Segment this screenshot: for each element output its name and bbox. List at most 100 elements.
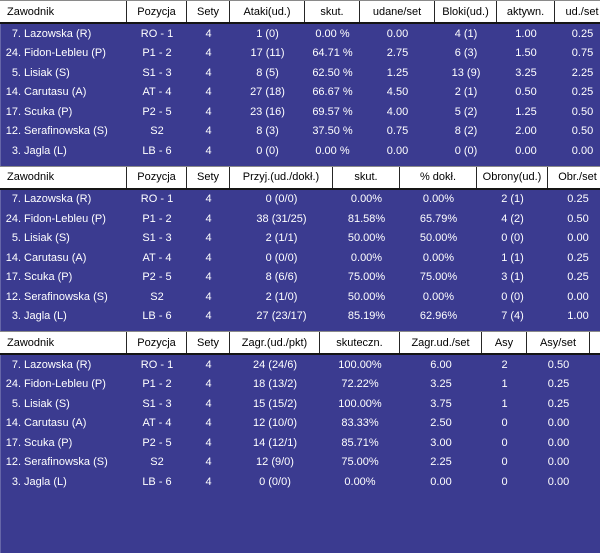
player-number: 24. — [5, 212, 21, 225]
stat-cell-sety: 4 — [205, 144, 212, 157]
stat-cell-skuteczn: 85.71% — [341, 436, 379, 449]
stat-cell-ud-set: 0.75 — [571, 47, 594, 60]
stat-cell-udane-set: 4.00 — [386, 105, 409, 118]
table-row: 24. Fidon-Lebleu (P) P1 - 2 4 38 (31/25) 81.5… — [0, 209, 600, 229]
player-number: 5. — [11, 397, 21, 410]
stat-cell-pozycja: S1 - 3 — [142, 397, 172, 410]
player-cell: 24. Fidon-Lebleu (P) — [0, 47, 127, 59]
player-number: 17. — [5, 436, 21, 449]
player-cell: 7. Lazowska (R) — [0, 28, 127, 40]
player-number: 14. — [5, 417, 21, 430]
stat-cell-asy: 1 — [501, 397, 508, 410]
stat-cell-aktywn: 1.50 — [515, 47, 537, 60]
stat-cell-ud-set: 0.00 — [571, 144, 594, 157]
stat-cell-sety: 4 — [205, 290, 212, 303]
player-cell: 7. Lazowska (R) — [0, 359, 127, 371]
column-header-pozycja: Pozycja — [127, 332, 187, 353]
table-row: 7. Lazowska (R) RO - 1 4 1 (0) 0.00 % 0.00 4 (1… — [0, 24, 600, 44]
table-body: 7. Lazowska (R) RO - 1 4 0 (0/0) 0.00% 0.00% 2 … — [0, 190, 600, 327]
table-row: 14. Carutasu (A) AT - 4 4 0 (0/0) 0.00% 0.00% 1… — [0, 248, 600, 268]
stat-cell-pozycja: AT - 4 — [142, 251, 172, 264]
stat-cell-obr-set: 0.25 — [567, 251, 589, 264]
stat-cell-zagr-ud-pkt: 24 (24/6) — [252, 358, 298, 371]
stat-cell-sety: 4 — [205, 358, 212, 371]
player-name: Fidon-Lebleu (P) — [24, 378, 106, 391]
stat-cell-pozycja: P2 - 5 — [142, 436, 172, 449]
stat-cell-sety: 4 — [205, 397, 212, 410]
stat-cell-bloki-ud: 0 (0) — [454, 144, 478, 157]
stat-cell-pozycja: S2 — [150, 456, 164, 469]
stat-cell-dok: 62.96% — [419, 310, 458, 323]
stat-cell-sety: 4 — [205, 251, 212, 264]
player-name: Lazowska (R) — [24, 193, 92, 206]
stat-cell-zagr-ud-set: 2.25 — [430, 456, 452, 469]
stat-cell-zagr-ud-set: 3.00 — [430, 436, 452, 449]
stat-cell-skut: 64.71 % — [312, 47, 353, 60]
stat-cell-pozycja: RO - 1 — [140, 27, 174, 40]
stat-cell-obr-set: 0.50 — [567, 212, 589, 225]
player-cell: 14. Carutasu (A) — [0, 86, 127, 98]
stat-cell-obrony-ud: 2 (1) — [501, 193, 524, 206]
player-cell: 5. Lisiak (S) — [0, 232, 127, 244]
stat-cell-obrony-ud: 3 (1) — [501, 271, 524, 284]
stat-cell-asy-set: 0.50 — [547, 358, 570, 371]
stat-cell-asy: 0 — [501, 456, 508, 469]
stat-cell-asy: 1 — [501, 378, 508, 391]
stat-cell-pozycja: P1 - 2 — [142, 212, 172, 225]
column-header-asy-set: Asy/set — [527, 332, 590, 353]
stat-cell-sety: 4 — [205, 378, 212, 391]
stat-cell-skut: 0.00 % — [315, 144, 350, 157]
stat-cell-bloki-ud: 6 (3) — [454, 47, 478, 60]
stat-cell-zagr-ud-set: 2.50 — [430, 417, 452, 430]
stat-cell-sety: 4 — [205, 232, 212, 245]
stat-cell-sety: 4 — [205, 86, 212, 99]
table-row: 3. Jagla (L) LB - 6 4 0 (0/0) 0.00% 0.00 0 0.00 — [0, 472, 600, 492]
player-number: 3. — [11, 475, 21, 488]
player-name: Fidon-Lebleu (P) — [24, 47, 106, 60]
player-name: Serafinowska (S) — [24, 456, 108, 469]
column-header-sety: Sety — [187, 1, 230, 22]
column-header-zawodnik: Zawodnik — [0, 1, 127, 22]
player-number: 7. — [11, 27, 21, 40]
player-name: Lazowska (R) — [24, 358, 92, 371]
stat-cell-skuteczn: 72.22% — [341, 378, 379, 391]
player-name: Serafinowska (S) — [24, 290, 108, 303]
player-number: 5. — [11, 66, 21, 79]
player-name: Scuka (P) — [24, 436, 73, 449]
table-row: 5. Lisiak (S) S1 - 3 4 15 (15/2) 100.00% 3.75 1… — [0, 394, 600, 414]
table-row: 14. Carutasu (A) AT - 4 4 27 (18) 66.67 % 4.50… — [0, 83, 600, 103]
stat-cell-zagr-ud-pkt: 12 (9/0) — [256, 456, 294, 469]
stat-cell-dok: 0.00% — [422, 290, 455, 303]
column-header-skut: skut. — [305, 1, 360, 22]
stat-cell-obrony-ud: 0 (0) — [501, 232, 524, 245]
table-row: 17. Scuka (P) P2 - 5 4 8 (6/6) 75.00% 75.00% 3 … — [0, 268, 600, 288]
player-number: 3. — [11, 144, 21, 157]
stat-cell-dok: 50.00% — [419, 232, 458, 245]
column-header-dok: % dokł. — [400, 166, 477, 188]
stat-cell-przyj-ud-dok: 8 (6/6) — [265, 271, 298, 284]
stat-cell-asy-set: 0.25 — [547, 378, 570, 391]
stat-cell-bloki-ud: 8 (2) — [454, 125, 478, 138]
player-name: Scuka (P) — [24, 271, 73, 284]
stat-cell-przyj-ud-dok: 2 (1/0) — [265, 290, 298, 303]
player-name: Scuka (P) — [24, 105, 73, 118]
player-number: 3. — [11, 310, 21, 323]
stat-cell-skut: 62.50 % — [312, 66, 353, 79]
stat-cell-pozycja: LB - 6 — [142, 310, 172, 323]
stat-cell-asy-set: 0.00 — [547, 456, 570, 469]
stat-cell-skut: 50.00% — [347, 290, 386, 303]
stat-cell-przyj-ud-dok: 0 (0/0) — [265, 251, 298, 264]
stat-cell-udane-set: 4.50 — [386, 86, 409, 99]
stat-cell-skut: 85.19% — [347, 310, 386, 323]
stat-cell-udane-set: 0.75 — [386, 125, 409, 138]
stat-cell-pozycja: S2 — [150, 290, 164, 303]
stat-cell-pozycja: RO - 1 — [140, 193, 174, 206]
stat-cell-skut: 66.67 % — [312, 86, 353, 99]
stat-cell-obrony-ud: 1 (1) — [501, 251, 524, 264]
table-row: 3. Jagla (L) LB - 6 4 0 (0) 0.00 % 0.00 0 (0) 0.… — [0, 141, 600, 161]
stat-cell-ataki-ud: 23 (16) — [250, 105, 285, 118]
stat-cell-dok: 65.79% — [419, 212, 458, 225]
stat-cell-skuteczn: 100.00% — [338, 358, 382, 371]
player-number: 7. — [11, 193, 21, 206]
